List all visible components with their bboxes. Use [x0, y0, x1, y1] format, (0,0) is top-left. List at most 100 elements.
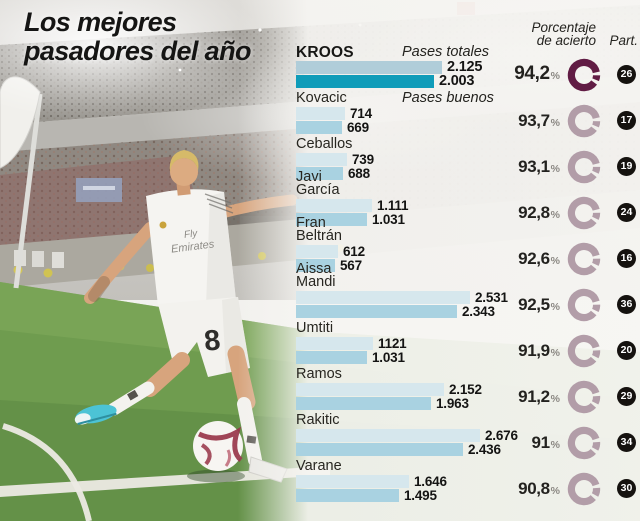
bar-line: 2.343 — [296, 303, 495, 319]
accuracy-percentage: 94,2% — [514, 63, 560, 85]
value-pases-totales: 2.676 — [485, 427, 518, 443]
bar-line: 2.152 — [296, 382, 482, 397]
appearances-badge: 20 — [617, 341, 636, 360]
player-name: Aissa Mandi — [296, 262, 336, 290]
bar-pases-totales — [296, 382, 444, 396]
accuracy-value: 93,7 — [518, 111, 550, 130]
bar-line: 1.963 — [296, 395, 469, 411]
player-name: Ramos — [296, 366, 342, 382]
player-name-line: KROOS — [296, 44, 354, 61]
accuracy-donut-icon — [567, 58, 601, 91]
bar-pases-buenos — [296, 442, 463, 456]
appearances-badge: 26 — [617, 65, 636, 84]
bar-pases-buenos — [296, 396, 431, 410]
bar-pases-buenos — [296, 488, 399, 502]
accuracy-donut-icon — [567, 150, 601, 183]
player-name: Javi García — [296, 170, 340, 198]
accuracy-value: 92,8 — [518, 203, 550, 222]
bar-line: 1.646 — [296, 473, 447, 489]
bar-line: 1.031 — [296, 350, 405, 365]
player-row: Rakitic 2.676 2.436 91% 34 — [296, 410, 640, 459]
value-pases-totales: 714 — [350, 105, 372, 121]
appearances-badge: 29 — [617, 387, 636, 406]
bar-pases-totales — [296, 336, 373, 350]
bar-line: 1.111 — [296, 197, 409, 213]
accuracy-percentage: 92,8% — [518, 203, 560, 223]
bar-pases-buenos — [296, 74, 434, 88]
bar-line: 714 — [296, 105, 372, 121]
bar-pases-totales — [296, 152, 347, 166]
player-name: Fran Beltrán — [296, 216, 342, 244]
bar-line: 2.436 — [296, 442, 501, 457]
percent-sign: % — [550, 255, 560, 267]
accuracy-value: 90,8 — [518, 479, 550, 498]
percent-sign: % — [550, 485, 560, 497]
value-pases-buenos: 1.495 — [404, 487, 437, 503]
percent-sign: % — [550, 117, 560, 129]
accuracy-percentage: 93,7% — [518, 111, 560, 131]
accuracy-percentage: 92,6% — [518, 249, 560, 269]
accuracy-value: 91,9 — [518, 341, 550, 360]
value-pases-totales: 1.646 — [414, 473, 447, 489]
percent-sign: % — [550, 439, 560, 451]
player-name-line: Umtiti — [296, 320, 334, 336]
bar-pases-totales — [296, 60, 442, 74]
player-name-line: Beltrán — [296, 228, 342, 244]
appearances-badge: 24 — [617, 203, 636, 222]
accuracy-percentage: 91,2% — [518, 387, 560, 407]
percent-sign: % — [550, 301, 560, 313]
value-pases-buenos: 567 — [340, 257, 362, 273]
player-name-line: Mandi — [296, 274, 336, 290]
value-pases-buenos: 2.003 — [439, 73, 475, 89]
player-row: Aissa Mandi 2.531 2.343 92,5% 36 — [296, 262, 640, 321]
value-pases-buenos: 1.963 — [436, 395, 469, 411]
accuracy-value: 93,1 — [518, 157, 550, 176]
bar-line: 2.125 — [296, 59, 482, 75]
passers-chart: Porcentaje de acierto Part. KROOS Pases t… — [296, 0, 640, 521]
bar-pases-totales — [296, 244, 338, 258]
bar-pases-totales — [296, 474, 409, 488]
page-title: Los mejores pasadores del año — [24, 8, 251, 66]
player-row: KROOS Pases totales 2.125 2.003 94,2% 26 — [296, 42, 640, 91]
percent-sign: % — [550, 70, 560, 82]
player-row: Varane 1.646 1.495 90,8% 30 — [296, 456, 640, 505]
legend-pases-totales: Pases totales — [402, 44, 490, 60]
player-row: Umtiti 1121 1.031 91,9% 20 — [296, 318, 640, 367]
player-name-line: Ramos — [296, 366, 342, 382]
bar-pases-totales — [296, 428, 480, 442]
percent-sign: % — [550, 209, 560, 221]
value-pases-totales: 1121 — [378, 335, 407, 351]
appearances-badge: 16 — [617, 249, 636, 268]
player-row: Kovacic Pases buenos 714 669 93,7% 17 — [296, 88, 640, 137]
appearances-badge: 34 — [617, 433, 636, 452]
value-pases-buenos: 2.343 — [462, 303, 495, 319]
player-name-line: Varane — [296, 458, 342, 474]
accuracy-percentage: 90,8% — [518, 479, 560, 499]
player-name-line: Kovacic — [296, 90, 347, 106]
accuracy-donut-icon — [567, 288, 601, 321]
accuracy-value: 92,6 — [518, 249, 550, 268]
accuracy-donut-icon — [567, 104, 601, 137]
value-pases-totales: 1.111 — [377, 197, 409, 213]
percent-sign: % — [550, 347, 560, 359]
appearances-badge: 30 — [617, 479, 636, 498]
bar-pases-buenos — [296, 350, 367, 364]
appearances-badge: 19 — [617, 157, 636, 176]
bar-pases-buenos — [296, 304, 457, 318]
accuracy-donut-icon — [567, 242, 601, 275]
player-row: Fran Beltrán 612 567 92,6% 16 — [296, 216, 640, 275]
value-pases-totales: 2.531 — [475, 289, 508, 305]
bar-line: 2.003 — [296, 73, 475, 89]
player-name-line: García — [296, 182, 340, 198]
accuracy-donut-icon — [567, 380, 601, 413]
accuracy-donut-icon — [567, 426, 601, 459]
value-pases-buenos: 688 — [348, 165, 370, 181]
accuracy-value: 91 — [531, 433, 551, 452]
accuracy-donut-icon — [567, 472, 601, 505]
percent-sign: % — [550, 163, 560, 175]
page-title-line2: pasadores del año — [24, 36, 251, 66]
player-name: Kovacic — [296, 90, 347, 106]
player-name: Rakitic — [296, 412, 340, 428]
player-name-line: Rakitic — [296, 412, 340, 428]
bar-line: 1.495 — [296, 487, 437, 503]
